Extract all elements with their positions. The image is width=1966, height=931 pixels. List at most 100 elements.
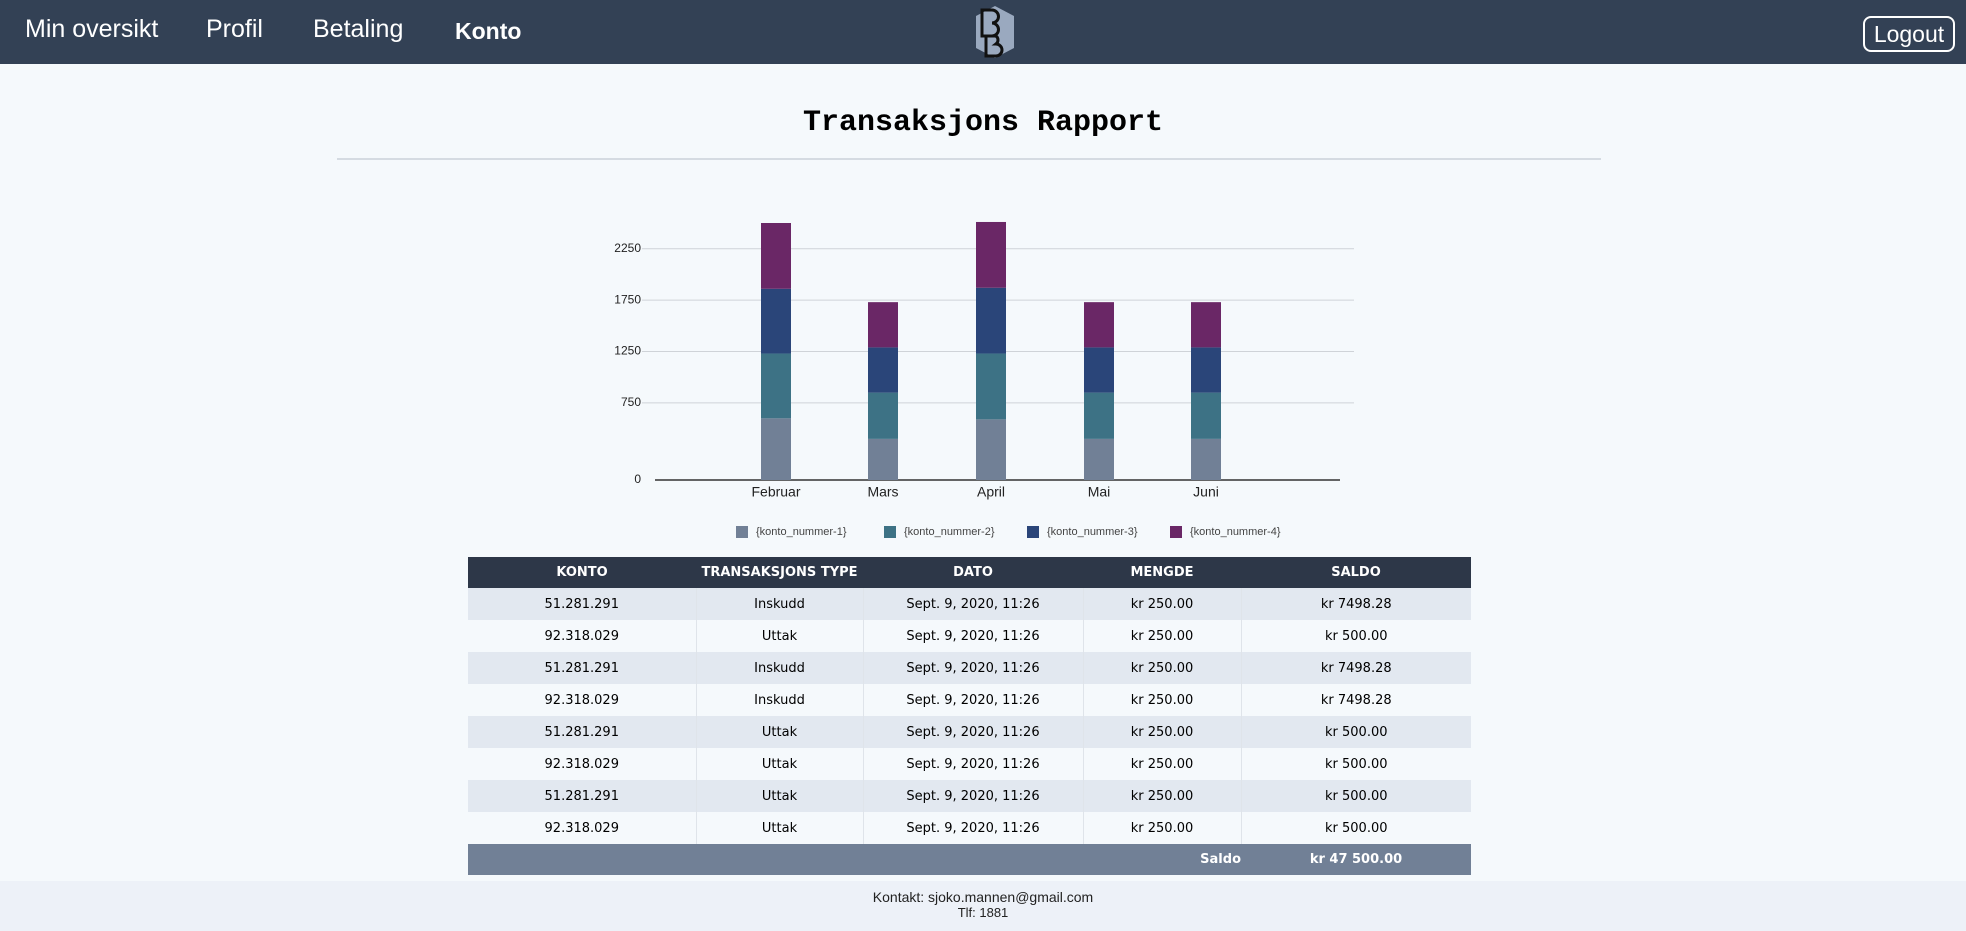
table-row: 92.318.029 Uttak Sept. 9, 2020, 11:26 kr 25… [468, 812, 1471, 844]
table-cell: Uttak [695, 780, 863, 812]
bar-segment [976, 419, 1006, 480]
table-row: 92.318.029 Inskudd Sept. 9, 2020, 11:26 kr … [468, 684, 1471, 716]
table-cell: kr 250.00 [1082, 588, 1241, 620]
table-cell: 92.318.029 [468, 620, 696, 652]
table-cell: 51.281.291 [468, 588, 696, 620]
table-cell: kr 250.00 [1082, 812, 1241, 844]
footer: Kontakt: sjoko.mannen@gmail.com Tlf: 188… [0, 881, 1966, 931]
phone: Tlf: 1881 [957, 905, 1009, 920]
table-cell: 51.281.291 [468, 780, 696, 812]
x-tick-label: Juni [1193, 484, 1219, 500]
table-cell: Sept. 9, 2020, 11:26 [862, 620, 1083, 652]
table-cell: kr 250.00 [1082, 780, 1241, 812]
page-title: Transaksjons Rapport [802, 106, 1164, 140]
table-cell: kr 500.00 [1240, 620, 1471, 652]
table-cell: kr 7498.28 [1240, 588, 1471, 620]
table-row: 51.281.291 Inskudd Sept. 9, 2020, 11:26 kr … [468, 588, 1471, 620]
table-cell: 51.281.291 [468, 716, 696, 748]
y-tick-label: 1750 [614, 292, 641, 306]
logout-button[interactable]: Logout [1863, 16, 1955, 52]
bar-segment [1191, 438, 1221, 480]
bar-segment [1191, 347, 1221, 393]
bar-segment [1084, 347, 1114, 393]
table-cell: kr 250.00 [1082, 684, 1241, 716]
column-header: KONTO [468, 557, 696, 588]
total-value: kr 47 500.00 [1241, 844, 1471, 875]
column-header: MENGDE [1083, 557, 1241, 588]
total-row: Saldo kr 47 500.00 [468, 844, 1471, 875]
table-cell: kr 7498.28 [1240, 652, 1471, 684]
table-cell: Sept. 9, 2020, 11:26 [862, 684, 1083, 716]
x-tick-label: Mai [1088, 484, 1111, 500]
divider [337, 158, 1601, 160]
y-tick-label: 0 [634, 472, 641, 486]
column-header: TRANSAKSJONS TYPE [696, 557, 863, 588]
total-spacer [468, 844, 1083, 875]
bar-segment [976, 287, 1006, 354]
table-cell: Sept. 9, 2020, 11:26 [862, 812, 1083, 844]
table-cell: Uttak [695, 812, 863, 844]
y-tick-label: 750 [621, 395, 641, 409]
bar-segment [761, 223, 791, 289]
legend-label: {konto_nummer-4} [1190, 526, 1281, 538]
legend-swatch [1170, 526, 1182, 538]
nav-link[interactable]: Profil [206, 15, 263, 43]
nav-link-active[interactable]: Konto [455, 18, 522, 44]
table-cell: Uttak [695, 620, 863, 652]
x-tick-label: Februar [751, 484, 800, 500]
table-cell: 92.318.029 [468, 812, 696, 844]
table-cell: Sept. 9, 2020, 11:26 [862, 780, 1083, 812]
x-tick-label: April [977, 484, 1005, 500]
chart: 0 750 1250 1750 2250 Februar Mars April Mai Juni {… [614, 221, 1354, 538]
table-cell: kr 7498.28 [1240, 684, 1471, 716]
bar-segment [868, 302, 898, 348]
table-cell: kr 250.00 [1082, 652, 1241, 684]
bar-segment [1191, 392, 1221, 439]
table-cell: kr 250.00 [1082, 748, 1241, 780]
table-cell: 51.281.291 [468, 652, 696, 684]
bar-segment [976, 221, 1006, 288]
table-cell: kr 500.00 [1240, 748, 1471, 780]
legend-swatch [736, 526, 748, 538]
table-row: 51.281.291 Inskudd Sept. 9, 2020, 11:26 kr … [468, 652, 1471, 684]
bar-segment [1084, 392, 1114, 439]
legend-swatch [884, 526, 896, 538]
table-cell: Inskudd [695, 588, 863, 620]
column-header: DATO [863, 557, 1083, 588]
table-row: 51.281.291 Uttak Sept. 9, 2020, 11:26 kr 25… [468, 780, 1471, 812]
bar-segment [868, 347, 898, 393]
table-cell: kr 250.00 [1082, 716, 1241, 748]
table-cell: kr 500.00 [1240, 716, 1471, 748]
table-cell: kr 500.00 [1240, 812, 1471, 844]
bar-segment [1084, 438, 1114, 480]
legend-label: {konto_nummer-2} [904, 526, 995, 538]
table-cell: Uttak [695, 748, 863, 780]
table-cell: kr 250.00 [1082, 620, 1241, 652]
bar-segment [761, 418, 791, 480]
table-row: 92.318.029 Uttak Sept. 9, 2020, 11:26 kr 25… [468, 748, 1471, 780]
legend-label: {konto_nummer-3} [1047, 526, 1138, 538]
bar-segment [761, 288, 791, 354]
table-cell: Sept. 9, 2020, 11:26 [862, 748, 1083, 780]
bar-segment [868, 392, 898, 439]
transactions-table: KONTO TRANSAKSJONS TYPE DATO MENGDE SALDO 51.… [468, 557, 1471, 875]
y-tick-label: 2250 [614, 241, 641, 255]
table-row: 51.281.291 Uttak Sept. 9, 2020, 11:26 kr 25… [468, 716, 1471, 748]
nav-link[interactable]: Min oversikt [25, 15, 159, 43]
total-label: Saldo [1083, 844, 1241, 875]
table-cell: 92.318.029 [468, 684, 696, 716]
table-cell: Uttak [695, 716, 863, 748]
logo[interactable] [972, 4, 1018, 60]
bar-segment [1084, 302, 1114, 348]
table-row: 92.318.029 Uttak Sept. 9, 2020, 11:26 kr 25… [468, 620, 1471, 652]
table-cell: Sept. 9, 2020, 11:26 [862, 716, 1083, 748]
table-cell: Inskudd [695, 652, 863, 684]
table-cell: Sept. 9, 2020, 11:26 [862, 652, 1083, 684]
bar-segment [868, 438, 898, 480]
nav-link[interactable]: Betaling [313, 15, 404, 43]
table-cell: Sept. 9, 2020, 11:26 [862, 588, 1083, 620]
bar-segment [1191, 302, 1221, 348]
x-tick-label: Mars [867, 484, 898, 500]
table-cell: Inskudd [695, 684, 863, 716]
